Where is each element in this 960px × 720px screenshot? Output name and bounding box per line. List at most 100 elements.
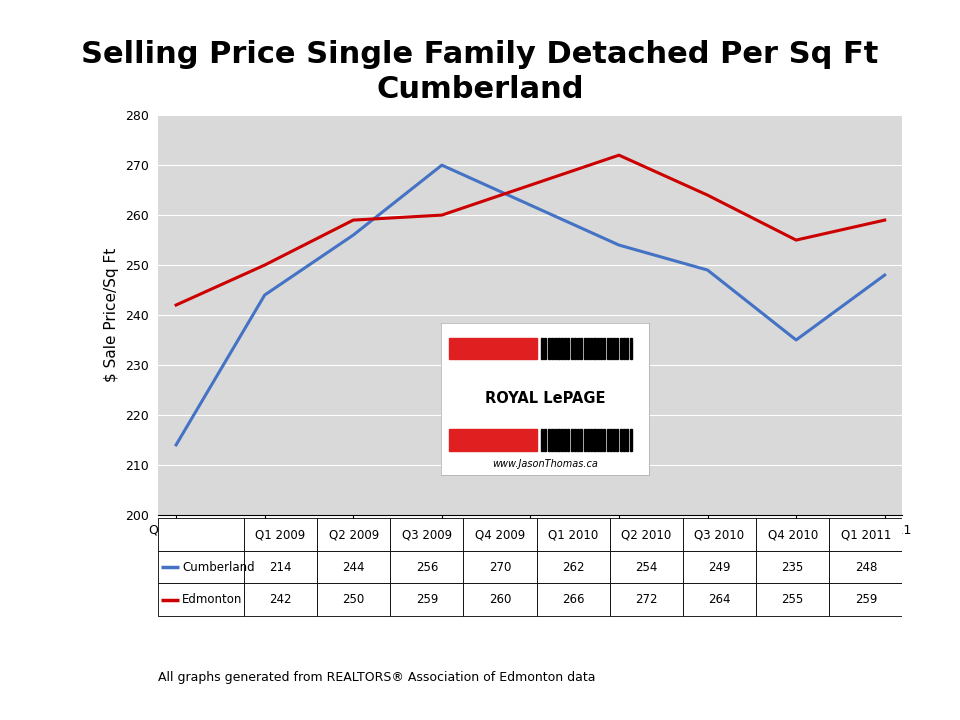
Bar	[600, 338, 602, 359]
Bar	[587, 429, 589, 451]
Bar	[537, 583, 610, 616]
Bar	[607, 338, 609, 359]
Bar	[593, 429, 595, 451]
Bar	[616, 429, 618, 451]
Bar	[577, 338, 579, 359]
Text: Q4 2009: Q4 2009	[475, 528, 525, 541]
Bar	[464, 551, 537, 583]
Bar	[616, 338, 618, 359]
Text: 264: 264	[708, 593, 731, 606]
Text: 214: 214	[270, 561, 292, 574]
Bar	[158, 551, 244, 583]
Bar	[603, 429, 606, 451]
Bar	[630, 429, 632, 451]
Bar	[610, 338, 612, 359]
Text: 260: 260	[489, 593, 512, 606]
Bar	[464, 583, 537, 616]
Bar	[558, 429, 560, 451]
Bar	[537, 518, 610, 551]
Text: 248: 248	[854, 561, 877, 574]
Text: Q4 2010: Q4 2010	[768, 528, 818, 541]
Bar	[567, 338, 569, 359]
Bar	[541, 429, 543, 451]
Bar	[593, 338, 595, 359]
Bar	[464, 518, 537, 551]
Text: 270: 270	[489, 561, 512, 574]
Bar	[584, 338, 586, 359]
Bar	[564, 338, 566, 359]
Bar	[391, 583, 464, 616]
Bar	[158, 583, 244, 616]
Bar	[561, 338, 563, 359]
Bar	[449, 429, 537, 451]
Bar	[683, 583, 756, 616]
Text: Q2 2010: Q2 2010	[621, 528, 671, 541]
Text: 255: 255	[781, 593, 804, 606]
Bar	[567, 429, 569, 451]
Bar	[244, 583, 317, 616]
Text: Q1 2009: Q1 2009	[255, 528, 305, 541]
Text: Q2 2009: Q2 2009	[328, 528, 379, 541]
Text: Q3 2009: Q3 2009	[402, 528, 452, 541]
Bar	[391, 551, 464, 583]
Bar	[391, 518, 464, 551]
Text: Q1 2011: Q1 2011	[841, 528, 891, 541]
Text: Q3 2010: Q3 2010	[694, 528, 745, 541]
Bar	[244, 551, 317, 583]
Bar	[600, 429, 602, 451]
Bar	[551, 338, 553, 359]
Bar	[590, 429, 592, 451]
Bar	[574, 338, 576, 359]
Text: 259: 259	[416, 593, 438, 606]
Bar	[581, 338, 583, 359]
Text: Q1 2010: Q1 2010	[548, 528, 598, 541]
Bar	[630, 338, 632, 359]
Text: Edmonton: Edmonton	[182, 593, 243, 606]
Text: All graphs generated from REALTORS® Association of Edmonton data: All graphs generated from REALTORS® Asso…	[158, 671, 596, 684]
Bar	[610, 551, 683, 583]
Text: www.JasonThomas.ca: www.JasonThomas.ca	[492, 459, 598, 469]
Bar	[574, 429, 576, 451]
Bar	[558, 338, 560, 359]
Bar	[317, 583, 391, 616]
Text: 249: 249	[708, 561, 731, 574]
Bar	[554, 429, 556, 451]
Text: Selling Price Single Family Detached Per Sq Ft
Cumberland: Selling Price Single Family Detached Per…	[82, 40, 878, 104]
Bar	[587, 338, 589, 359]
Bar	[577, 429, 579, 451]
Text: 266: 266	[562, 593, 585, 606]
Bar	[317, 518, 391, 551]
Bar	[756, 551, 829, 583]
Bar	[547, 429, 550, 451]
Bar	[683, 551, 756, 583]
Bar	[610, 429, 612, 451]
Bar	[683, 518, 756, 551]
Text: 272: 272	[636, 593, 658, 606]
Bar	[610, 583, 683, 616]
Bar	[620, 429, 622, 451]
Bar	[620, 338, 622, 359]
Bar	[623, 429, 625, 451]
Bar	[603, 338, 606, 359]
Bar	[570, 338, 572, 359]
Text: Cumberland: Cumberland	[182, 561, 254, 574]
Text: 262: 262	[562, 561, 585, 574]
Bar	[623, 338, 625, 359]
Bar	[626, 338, 628, 359]
Text: 244: 244	[343, 561, 365, 574]
Bar	[554, 338, 556, 359]
Bar	[449, 338, 537, 359]
Bar	[561, 429, 563, 451]
Text: 235: 235	[781, 561, 804, 574]
Bar	[829, 518, 902, 551]
Bar	[581, 429, 583, 451]
Bar	[613, 338, 615, 359]
Bar	[158, 518, 244, 551]
Bar	[541, 338, 543, 359]
Bar	[547, 338, 550, 359]
Bar	[829, 583, 902, 616]
Text: 254: 254	[636, 561, 658, 574]
Bar	[537, 551, 610, 583]
Bar	[613, 429, 615, 451]
Bar	[544, 338, 546, 359]
